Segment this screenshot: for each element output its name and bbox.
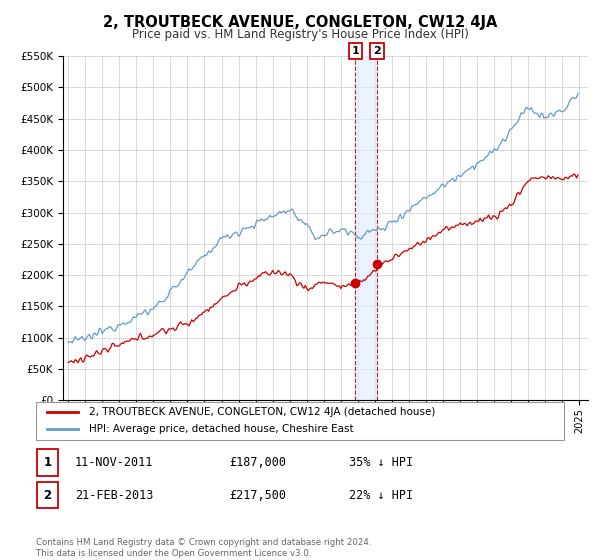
Text: 2: 2 — [373, 46, 381, 56]
Text: Price paid vs. HM Land Registry's House Price Index (HPI): Price paid vs. HM Land Registry's House … — [131, 28, 469, 41]
FancyBboxPatch shape — [37, 482, 58, 508]
Text: 2: 2 — [43, 488, 52, 502]
Text: 1: 1 — [43, 456, 52, 469]
Bar — [355, 56, 377, 400]
Text: £187,000: £187,000 — [230, 456, 287, 469]
Text: Contains HM Land Registry data © Crown copyright and database right 2024.
This d: Contains HM Land Registry data © Crown c… — [36, 538, 371, 558]
Text: 35% ↓ HPI: 35% ↓ HPI — [349, 456, 413, 469]
Text: 22% ↓ HPI: 22% ↓ HPI — [349, 488, 413, 502]
Text: 1: 1 — [352, 46, 359, 56]
Text: 2, TROUTBECK AVENUE, CONGLETON, CW12 4JA (detached house): 2, TROUTBECK AVENUE, CONGLETON, CW12 4JA… — [89, 407, 435, 417]
Text: £217,500: £217,500 — [230, 488, 287, 502]
FancyBboxPatch shape — [36, 402, 564, 440]
Text: 21-FEB-2013: 21-FEB-2013 — [75, 488, 153, 502]
Text: 11-NOV-2011: 11-NOV-2011 — [75, 456, 153, 469]
Text: 2, TROUTBECK AVENUE, CONGLETON, CW12 4JA: 2, TROUTBECK AVENUE, CONGLETON, CW12 4JA — [103, 15, 497, 30]
Text: HPI: Average price, detached house, Cheshire East: HPI: Average price, detached house, Ches… — [89, 424, 353, 435]
FancyBboxPatch shape — [37, 450, 58, 475]
